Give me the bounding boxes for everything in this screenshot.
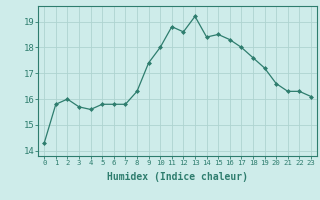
X-axis label: Humidex (Indice chaleur): Humidex (Indice chaleur) xyxy=(107,172,248,182)
